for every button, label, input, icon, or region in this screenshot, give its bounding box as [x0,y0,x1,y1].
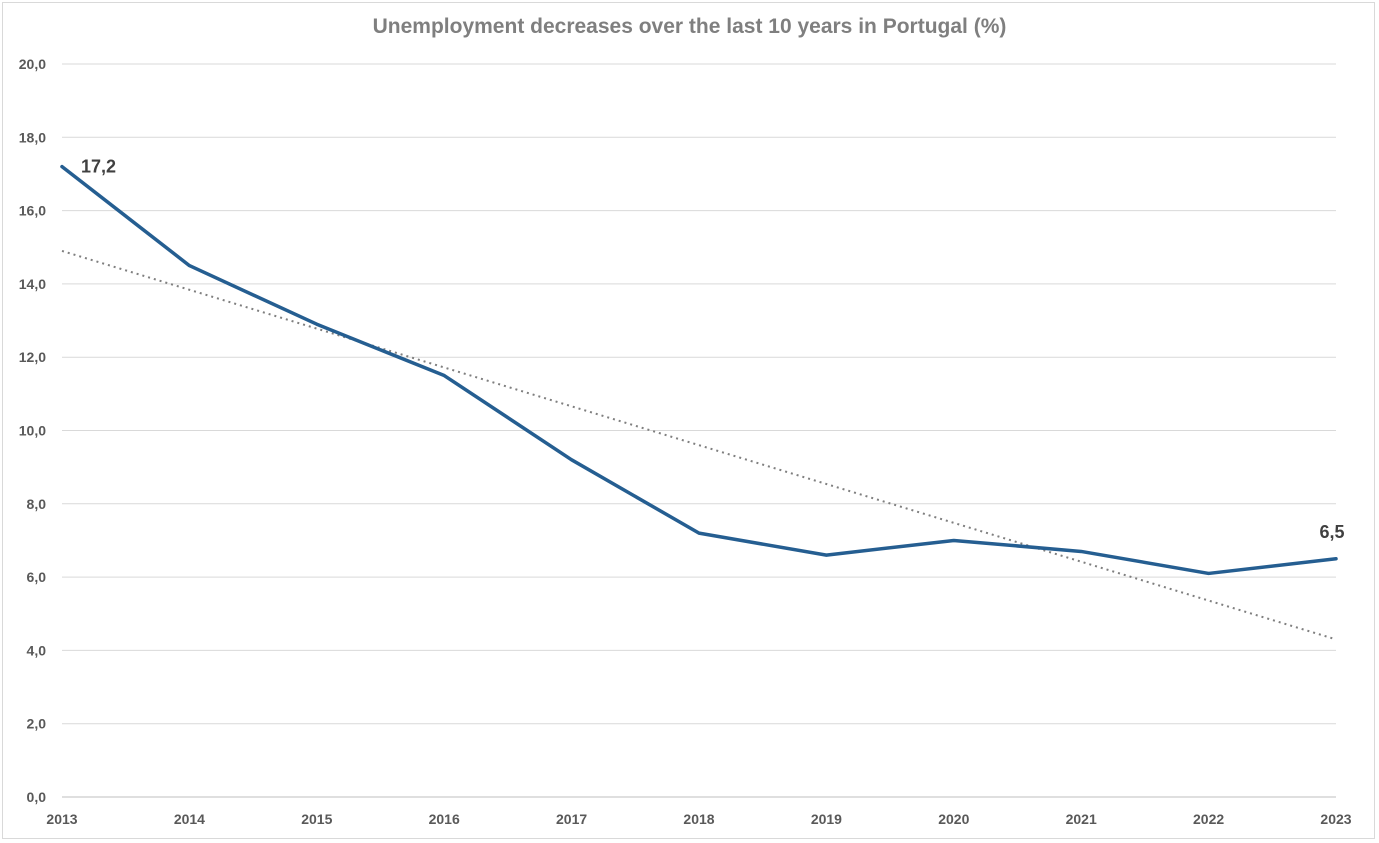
y-tick-label: 12,0 [19,349,46,365]
data-point [1079,549,1083,553]
data-point [952,538,956,542]
x-tick-label: 2014 [174,811,205,827]
data-point [315,322,319,326]
y-tick-label: 6,0 [27,569,47,585]
y-tick-label: 8,0 [27,496,47,512]
data-label: 6,5 [1319,522,1344,542]
data-point [60,165,64,169]
x-tick-label: 2022 [1193,811,1224,827]
data-point [1207,571,1211,575]
x-tick-label: 2020 [938,811,969,827]
series-line [60,164,1338,576]
data-point [442,374,446,378]
y-tick-label: 20,0 [19,56,46,72]
x-tick-label: 2017 [556,811,587,827]
data-point [570,458,574,462]
data-point [1334,557,1338,561]
data-point [187,264,191,268]
x-tick-label: 2019 [811,811,842,827]
y-tick-label: 16,0 [19,203,46,219]
y-tick-label: 0,0 [27,789,47,805]
y-tick-label: 4,0 [27,642,47,658]
data-point [824,553,828,557]
y-tick-label: 14,0 [19,276,46,292]
data-label: 17,2 [81,157,116,177]
y-tick-label: 2,0 [27,716,47,732]
trendline [61,249,1337,641]
y-tick-label: 10,0 [19,423,46,439]
data-point [697,531,701,535]
x-tick-label: 2015 [301,811,332,827]
x-tick-label: 2023 [1320,811,1351,827]
x-tick-label: 2016 [429,811,460,827]
y-tick-label: 18,0 [19,129,46,145]
chart-title: Unemployment decreases over the last 10 … [372,15,1007,38]
x-tick-label: 2021 [1066,811,1097,827]
x-tick-label: 2018 [683,811,714,827]
x-tick-label: 2013 [46,811,77,827]
